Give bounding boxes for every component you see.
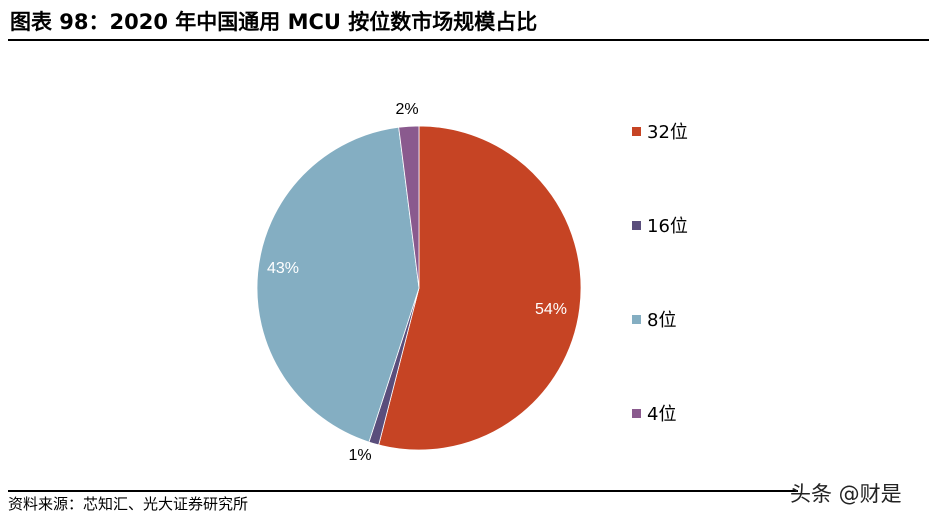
legend-swatch-8bit [632, 314, 641, 324]
legend-label-32bit: 32位 [647, 122, 688, 143]
legend-item-32bit: 32位 [632, 118, 688, 144]
legend-item-4bit: 4位 [632, 400, 676, 426]
pie-label-16bit: 1% [348, 447, 371, 464]
legend-label-8bit: 8位 [647, 310, 677, 331]
legend-label-16bit: 16位 [647, 216, 688, 237]
legend-swatch-4bit [632, 408, 641, 418]
chart-title: 图表 98：2020 年中国通用 MCU 按位数市场规模占比 [10, 10, 538, 34]
legend-label-4bit: 4位 [647, 404, 677, 425]
legend-swatch-16bit [632, 220, 641, 230]
pie-labels: 54% 1% 43% 2% [267, 101, 567, 464]
title-divider [8, 39, 929, 41]
pie-slice-8bit [256, 126, 420, 443]
footer-divider [8, 490, 798, 492]
legend-item-16bit: 16位 [632, 212, 688, 238]
pie-slice-4bit [398, 125, 420, 289]
watermark: 头条 @财是 [790, 482, 902, 506]
pie-slices [256, 125, 582, 451]
legend-item-8bit: 8位 [632, 306, 676, 332]
source-note: 资料来源：芯知汇、光大证券研究所 [8, 495, 249, 513]
pie-label-8bit: 43% [267, 260, 299, 277]
pie-label-32bit: 54% [535, 301, 567, 318]
legend-swatch-32bit [632, 126, 641, 136]
pie-label-4bit: 2% [395, 101, 418, 118]
pie-slice-32bit [378, 125, 582, 451]
